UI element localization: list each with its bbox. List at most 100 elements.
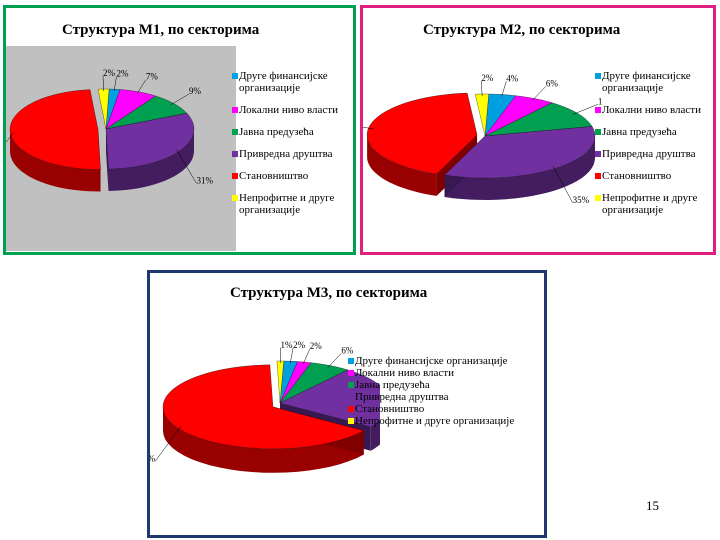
pie-slice-public-enterprises xyxy=(105,95,188,130)
label-leader-line xyxy=(572,104,598,115)
pie-slice-public-enterprises xyxy=(484,102,593,137)
pie-slice-wall-enterprises xyxy=(106,129,109,191)
legend-label: Локални ниво власти xyxy=(355,367,454,379)
pie-label-population: 65% xyxy=(150,453,156,463)
legend-label: Јавна предузећа xyxy=(355,379,430,391)
legend-label: Привредна друштва xyxy=(602,148,696,160)
legend-swatch xyxy=(348,358,354,364)
pie-slice-side-population xyxy=(367,134,437,196)
legend-label: Непрофитне и друге организације xyxy=(239,192,335,216)
pie-label-other-financial: 4% xyxy=(506,73,519,83)
legend-item-other-financial: Друге финансијске организације xyxy=(348,355,544,367)
legend-swatch xyxy=(595,151,601,157)
pie-label-enterprises: 35% xyxy=(573,195,590,205)
pie-label-enterprises: 31% xyxy=(196,175,213,185)
legend-item-population: Становништво xyxy=(232,170,354,182)
legend-label: Становништво xyxy=(602,170,672,182)
legend-swatch xyxy=(595,173,601,179)
chart-panel-m3: Структура М3, по секторима 2%2%6%24%65%1… xyxy=(147,270,547,538)
legend-label: Становништво xyxy=(355,403,425,415)
pie-slice-side-enterprises xyxy=(370,420,380,451)
pie-slice-local-government xyxy=(105,89,157,130)
pie-chart-m1: 2%7%9%31%49%2% xyxy=(6,46,236,251)
legend-item-local-government: Локални ниво власти xyxy=(595,104,713,116)
pie-label-public-enterprises: 6% xyxy=(341,345,354,355)
label-leader-line xyxy=(327,353,342,368)
legend-label: Привредна друштва xyxy=(239,148,333,160)
legend-label: Непрофитне и друге организације xyxy=(355,415,515,427)
legend-swatch xyxy=(232,129,238,135)
pie-slice-side-population xyxy=(10,129,101,192)
page-number: 15 xyxy=(646,498,659,513)
legend-label: Привредна друштва xyxy=(355,391,449,403)
label-leader-line xyxy=(501,81,507,97)
legend-swatch xyxy=(348,382,354,388)
legend-swatch xyxy=(595,73,601,79)
legend-m3: Друге финансијске организације Локални ни… xyxy=(348,355,544,427)
legend-m2: Друге финансијске организације Локални ни… xyxy=(595,70,713,226)
pie-label-public-enterprises: 9% xyxy=(189,86,202,96)
legend-label: Друге финансијске организације xyxy=(239,70,328,94)
legend-label: Локални ниво власти xyxy=(239,104,338,116)
legend-item-population: Становништво xyxy=(348,403,544,415)
pie-label-other-financial: 2% xyxy=(116,68,129,78)
legend-swatch xyxy=(232,173,238,179)
pie-slice-enterprises xyxy=(444,126,596,179)
legend-item-enterprises: Привредна друштва xyxy=(595,148,713,160)
label-leader-line xyxy=(113,76,117,92)
legend-swatch xyxy=(232,107,238,113)
legend-label: Непрофитне и друге организације xyxy=(602,192,698,216)
chart-panel-m1: Структура М1, по секторима 2%7%9%31%49%2… xyxy=(3,5,356,255)
legend-label: Друге финансијске организације xyxy=(602,70,691,94)
pie-slice-side-population xyxy=(163,406,364,473)
pie-label-local-government: 7% xyxy=(146,72,159,82)
legend-swatch xyxy=(348,406,354,412)
legend-item-non-profit: Непрофитне и друге организације xyxy=(595,192,713,216)
legend-item-public-enterprises: Јавна предузећа xyxy=(348,379,544,391)
legend-label: Друге финансијске организације xyxy=(355,355,508,367)
label-leader-line xyxy=(6,131,15,143)
label-leader-line xyxy=(136,79,147,94)
legend-item-enterprises: Привредна друштва xyxy=(348,391,544,403)
legend-item-local-government: Локални ниво власти xyxy=(348,367,544,379)
legend-swatch xyxy=(348,394,354,400)
pie-label-local-government: 2% xyxy=(310,341,323,351)
pie-slice-population xyxy=(162,364,365,449)
label-leader-line xyxy=(176,149,197,184)
pie-slice-side-enterprises xyxy=(108,129,194,191)
label-leader-line xyxy=(289,347,294,364)
legend-swatch xyxy=(232,151,238,157)
chart-panel-m2: Структура М2, по секторима 4%6%11%35%43%… xyxy=(360,5,716,255)
legend-item-other-financial: Друге финансијске организације xyxy=(595,70,713,94)
pie-slice-side-enterprises xyxy=(444,136,595,200)
legend-label: Јавна предузећа xyxy=(239,126,314,138)
label-leader-line xyxy=(553,166,573,203)
pie-label-local-government: 6% xyxy=(546,78,559,88)
label-leader-line xyxy=(170,93,190,106)
legend-item-public-enterprises: Јавна предузећа xyxy=(232,126,354,138)
legend-label: Становништво xyxy=(239,170,309,182)
label-leader-line xyxy=(154,425,182,462)
legend-swatch xyxy=(232,73,238,79)
label-leader-line xyxy=(302,348,310,365)
chart-title-m2: Структура М2, по секторима xyxy=(423,22,621,38)
pie-slice-public-enterprises xyxy=(279,362,349,404)
pie-label-non-profit: 2% xyxy=(103,68,116,78)
legend-swatch xyxy=(595,107,601,113)
chart-title-m1: Структура М1, по секторима xyxy=(62,22,260,38)
pie-slice-population xyxy=(9,89,101,170)
pie-label-other-financial: 2% xyxy=(293,340,306,350)
legend-item-other-financial: Друге финансијске организације xyxy=(232,70,354,94)
label-leader-line xyxy=(532,86,547,101)
legend-label: Локални ниво власти xyxy=(602,104,701,116)
legend-item-non-profit: Непрофитне и друге организације xyxy=(232,192,354,216)
legend-swatch xyxy=(348,418,354,424)
pie-chart-m3: 2%2%6%24%65%1% xyxy=(150,340,380,473)
label-leader-line xyxy=(363,126,374,130)
legend-item-enterprises: Привредна друштва xyxy=(232,148,354,160)
pie-label-non-profit: 2% xyxy=(481,73,494,83)
legend-item-non-profit: Непрофитне и друге организације xyxy=(348,415,544,427)
pie-label-public-enterprises: 11% xyxy=(598,96,603,106)
pie-slice-population xyxy=(366,92,478,175)
label-leader-line xyxy=(102,76,104,92)
